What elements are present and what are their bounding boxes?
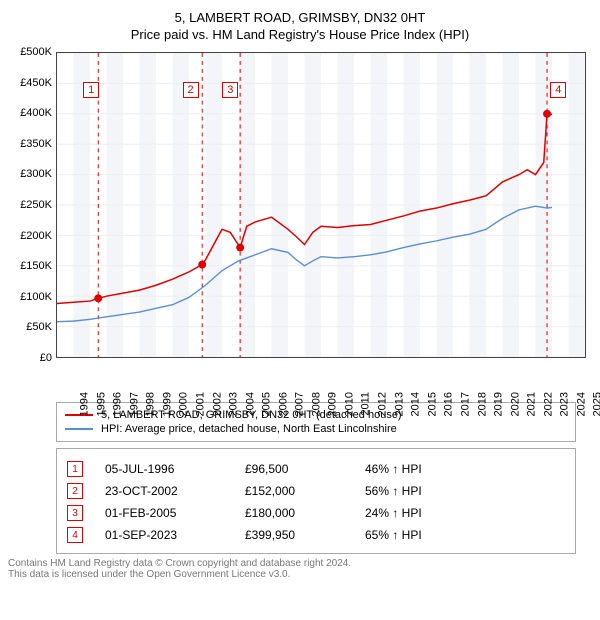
title-subtitle: Price paid vs. HM Land Registry's House …	[8, 27, 592, 42]
sale-marker-box: 2	[183, 82, 199, 98]
legend-label: HPI: Average price, detached house, Nort…	[101, 423, 397, 435]
transaction-date: 01-FEB-2005	[105, 506, 245, 520]
sale-marker-box: 4	[550, 82, 566, 98]
transaction-hpi: 24% ↑ HPI	[365, 506, 565, 520]
x-tick-label: 1998	[145, 392, 157, 416]
x-tick-label: 2025	[592, 392, 600, 416]
x-tick-label: 2002	[211, 392, 223, 416]
transaction-hpi: 56% ↑ HPI	[365, 484, 565, 498]
transaction-price: £180,000	[245, 506, 365, 520]
legend-item: HPI: Average price, detached house, Nort…	[65, 423, 567, 435]
x-tick-label: 2014	[410, 392, 422, 416]
x-tick-label: 2005	[261, 392, 273, 416]
x-tick-label: 2019	[493, 392, 505, 416]
x-tick-label: 2009	[327, 392, 339, 416]
transaction-index: 1	[67, 461, 83, 477]
x-tick-label: 2001	[194, 392, 206, 416]
y-axis: £0 £50K £100K £150K £200K £250K £300K £350K £400…	[8, 48, 56, 398]
x-tick-label: 2008	[310, 392, 322, 416]
footer-line-1: Contains HM Land Registry data © Crown c…	[8, 558, 592, 569]
x-tick-label: 1997	[128, 392, 140, 416]
transaction-date: 23-OCT-2002	[105, 484, 245, 498]
y-tick-label: £100K	[20, 291, 52, 303]
y-tick-label: £300K	[20, 168, 52, 180]
footer-attribution: Contains HM Land Registry data © Crown c…	[8, 558, 592, 580]
x-tick-label: 1996	[112, 392, 124, 416]
x-tick-label: 2020	[509, 392, 521, 416]
x-tick-label: 2011	[359, 392, 371, 416]
x-tick-label: 2007	[294, 392, 306, 416]
x-tick-label: 2018	[476, 392, 488, 416]
transaction-price: £152,000	[245, 484, 365, 498]
x-tick-label: 2023	[559, 392, 571, 416]
title-address: 5, LAMBERT ROAD, GRIMSBY, DN32 0HT	[8, 10, 592, 25]
x-axis: 1994199519961997199819992000200120022003…	[56, 358, 586, 398]
y-tick-label: £350K	[20, 138, 52, 150]
price-chart: £0 £50K £100K £150K £200K £250K £300K £350K £400…	[8, 48, 592, 398]
y-tick-label: £400K	[20, 107, 52, 119]
transaction-index: 2	[67, 483, 83, 499]
x-tick-label: 2004	[244, 392, 256, 416]
y-tick-label: £500K	[20, 46, 52, 58]
transaction-row: 4 01-SEP-2023£399,95065% ↑ HPI	[67, 527, 565, 543]
plot-area: 1 2 3 4	[56, 52, 586, 358]
transaction-hpi: 65% ↑ HPI	[365, 528, 565, 542]
transaction-price: £96,500	[245, 462, 365, 476]
x-tick-label: 2022	[542, 392, 554, 416]
x-tick-label: 2024	[575, 392, 587, 416]
footer-line-2: This data is licensed under the Open Gov…	[8, 569, 592, 580]
transaction-row: 1 05-JUL-1996£96,50046% ↑ HPI	[67, 461, 565, 477]
x-tick-label: 1995	[95, 392, 107, 416]
y-tick-label: £450K	[20, 77, 52, 89]
x-tick-label: 2006	[277, 392, 289, 416]
x-tick-label: 2012	[377, 392, 389, 416]
transaction-row: 2 23-OCT-2002£152,00056% ↑ HPI	[67, 483, 565, 499]
x-tick-label: 2000	[178, 392, 190, 416]
transaction-price: £399,950	[245, 528, 365, 542]
sale-marker-box: 3	[222, 82, 238, 98]
x-tick-label: 2010	[343, 392, 355, 416]
legend-swatch	[65, 428, 93, 430]
transactions-table: 1 05-JUL-1996£96,50046% ↑ HPI 2 23-OCT-2002…	[56, 448, 576, 554]
title-block: 5, LAMBERT ROAD, GRIMSBY, DN32 0HT Price…	[8, 10, 592, 42]
x-tick-label: 2013	[393, 392, 405, 416]
sale-marker-box: 1	[83, 82, 99, 98]
transaction-date: 05-JUL-1996	[105, 462, 245, 476]
x-tick-label: 2015	[426, 392, 438, 416]
x-tick-label: 1994	[78, 392, 90, 416]
x-tick-label: 2021	[526, 392, 538, 416]
transaction-hpi: 46% ↑ HPI	[365, 462, 565, 476]
y-tick-label: £150K	[20, 260, 52, 272]
y-tick-label: £250K	[20, 199, 52, 211]
x-tick-label: 2003	[228, 392, 240, 416]
x-tick-label: 1999	[161, 392, 173, 416]
y-tick-label: £0	[40, 352, 52, 364]
y-tick-label: £50K	[26, 321, 52, 333]
transaction-row: 3 01-FEB-2005£180,00024% ↑ HPI	[67, 505, 565, 521]
x-tick-label: 2016	[443, 392, 455, 416]
transaction-index: 3	[67, 505, 83, 521]
plot-svg	[57, 53, 585, 357]
y-tick-label: £200K	[20, 230, 52, 242]
x-tick-label: 2017	[459, 392, 471, 416]
transaction-date: 01-SEP-2023	[105, 528, 245, 542]
transaction-index: 4	[67, 527, 83, 543]
